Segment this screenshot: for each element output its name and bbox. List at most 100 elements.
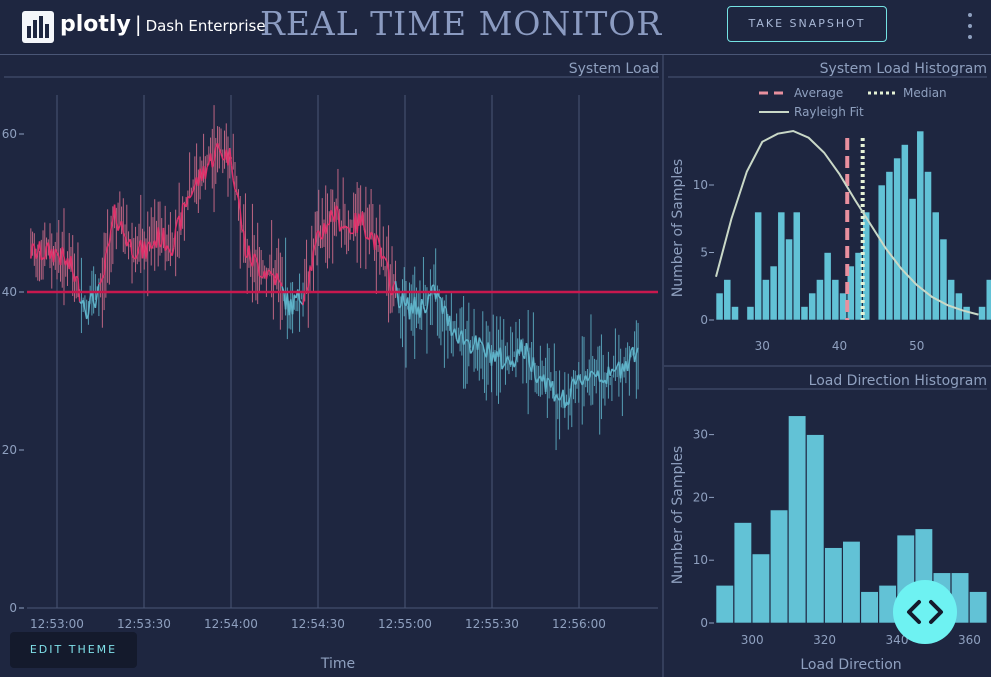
series-line-segment [558, 396, 562, 401]
code-brackets-icon [907, 600, 943, 624]
series-line-segment [150, 245, 154, 250]
series-line-segment [230, 165, 234, 181]
series-line-segment [206, 162, 210, 168]
histogram-bar [731, 306, 739, 321]
histogram-bar [823, 252, 832, 321]
series-line-segment [136, 246, 140, 256]
histogram-bar [808, 292, 817, 321]
series-line-segment [391, 284, 395, 296]
histogram-bar [931, 211, 940, 321]
series-line-segment [269, 270, 273, 275]
series-line-segment [635, 347, 639, 354]
series-line-segment [328, 210, 332, 225]
series-line-segment [87, 297, 91, 315]
series-line-segment [213, 147, 217, 162]
histogram-bar [769, 509, 789, 624]
series-line-segment [38, 241, 43, 260]
series-line-segment [379, 245, 383, 260]
series-line-segment [337, 210, 341, 232]
series-line-segment [204, 166, 208, 180]
histogram-bar [842, 541, 861, 624]
series-line-segment [255, 257, 259, 264]
more-options-icon[interactable] [964, 12, 976, 40]
histogram-bar [893, 157, 901, 321]
series-line-segment [59, 247, 63, 266]
x-tick-label: 340 [886, 633, 909, 647]
series-line-segment [466, 339, 470, 343]
series-line-segment [398, 305, 402, 309]
series-line-segment [324, 224, 329, 235]
series-line-segment [468, 341, 472, 354]
histogram-bar [788, 415, 807, 624]
series-line-segment [544, 378, 549, 392]
y-tick-label: 10 [693, 178, 708, 192]
x-tick-label: 50 [909, 339, 924, 353]
series-line-segment [85, 314, 90, 320]
series-line-segment [413, 296, 418, 315]
series-line-segment [448, 315, 453, 336]
histogram-bar [939, 238, 948, 321]
series-line-segment [578, 374, 582, 381]
series-line-segment [536, 378, 540, 384]
take-snapshot-button[interactable]: TAKE SNAPSHOT [727, 6, 887, 42]
series-line-segment [438, 296, 442, 299]
histogram-bar [916, 130, 925, 321]
series-line-segment [420, 298, 425, 306]
series-line-segment [56, 252, 60, 257]
y-tick-label: 30 [693, 428, 708, 442]
x-tick-label: 360 [958, 633, 981, 647]
series-line-segment [52, 248, 56, 263]
series-line-segment [265, 270, 269, 280]
histogram-bar [723, 279, 732, 321]
series-line-segment [503, 363, 507, 367]
series-line-segment [162, 227, 166, 251]
system-load-histogram-title: System Load Histogram [819, 61, 987, 77]
plotly-logo-icon[interactable] [22, 11, 54, 43]
histogram-bar [831, 279, 840, 321]
histogram-bar [754, 211, 763, 321]
series-line-segment [527, 352, 531, 367]
histogram-bar [924, 171, 932, 321]
y-tick-label: 40 [2, 285, 17, 299]
series-line-segment [478, 337, 482, 343]
series-line-segment [363, 227, 367, 239]
legend-median-label: Median [903, 86, 947, 100]
x-tick-label: 12:54:00 [204, 617, 258, 631]
histogram-bar [908, 198, 917, 321]
x-tick-label: 300 [741, 633, 764, 647]
histogram-bar [715, 585, 734, 624]
series-line-segment [462, 340, 467, 346]
series-line-segment [192, 185, 196, 191]
histogram-bar [806, 434, 825, 624]
histogram-bar [985, 279, 991, 321]
histogram-bar [955, 292, 963, 321]
series-line-segment [278, 279, 281, 283]
x-tick-label: 12:53:30 [117, 617, 171, 631]
series-line-segment [113, 204, 118, 224]
series-line-segment [440, 297, 444, 314]
series-line-segment [592, 371, 596, 375]
series-line-segment [70, 255, 74, 273]
series-line-segment [259, 275, 262, 278]
series-line-segment [382, 255, 386, 259]
series-line-segment [302, 291, 306, 306]
series-line-segment [126, 241, 130, 247]
series-line-segment [77, 277, 81, 302]
series-line-segment [318, 230, 322, 238]
edit-theme-button[interactable]: EDIT THEME [10, 632, 137, 668]
series-line-segment [298, 300, 302, 304]
series-line-segment [501, 365, 505, 370]
series-line-segment [103, 253, 107, 276]
app-header: plotly | Dash Enterprise REAL TIME MONITOR… [0, 0, 991, 55]
x-tick-label: 12:54:30 [291, 617, 345, 631]
series-line-segment [461, 330, 465, 345]
series-line-segment [633, 352, 638, 363]
brand: plotly | Dash Enterprise [60, 12, 266, 37]
system-load-title: System Load [568, 61, 659, 77]
code-toggle-button[interactable] [893, 580, 957, 644]
series-line-segment [157, 227, 161, 248]
x-tick-label: 30 [755, 339, 770, 353]
